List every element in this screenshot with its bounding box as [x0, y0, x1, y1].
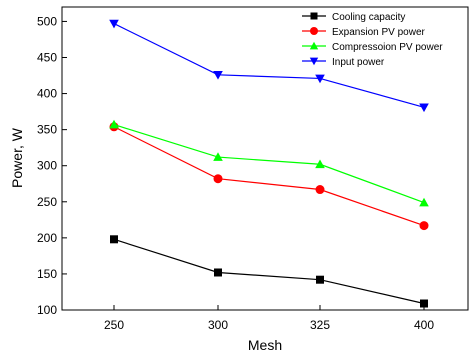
data-point — [419, 103, 429, 113]
data-point — [213, 152, 223, 161]
data-point — [315, 185, 325, 195]
y-tick-label: 300 — [37, 159, 57, 173]
y-tick-label: 450 — [37, 51, 57, 65]
x-axis: 250 300 325 400 — [104, 305, 434, 332]
data-point — [213, 174, 223, 184]
data-point — [110, 235, 118, 244]
data-point — [419, 197, 429, 207]
series-line — [113, 23, 425, 108]
legend-label: Cooling capacity — [332, 12, 405, 23]
y-tick-label: 350 — [37, 123, 57, 137]
y-axis-title: Power, W — [9, 127, 25, 188]
y-tick-label: 250 — [37, 195, 57, 209]
data-point — [109, 19, 119, 29]
data-point — [419, 221, 429, 231]
legend-marker — [309, 57, 319, 66]
x-tick-label: 250 — [104, 318, 124, 332]
data-point — [315, 159, 325, 169]
legend-marker — [310, 27, 318, 35]
legend-label: Expansion PV power — [332, 27, 426, 38]
data-point — [213, 70, 223, 80]
series-line — [113, 238, 425, 305]
x-tick-label: 400 — [414, 318, 434, 332]
legend-label: Compressoion PV power — [332, 42, 443, 53]
series-line — [113, 126, 425, 227]
series-line — [113, 124, 425, 204]
data-point — [109, 119, 119, 129]
data-point — [316, 275, 324, 284]
y-tick-label: 200 — [37, 231, 57, 245]
y-tick-label: 400 — [37, 87, 57, 101]
x-axis-title: Mesh — [248, 337, 282, 353]
y-tick-label: 500 — [37, 14, 57, 28]
series-lines — [109, 19, 429, 308]
data-point — [214, 268, 222, 277]
data-point — [420, 299, 428, 308]
legend-label: Input power — [332, 57, 385, 68]
data-point — [315, 74, 325, 84]
legend: Cooling capacity Expansion PV power Compre… — [302, 12, 443, 68]
x-tick-label: 300 — [208, 318, 228, 332]
y-tick-label: 100 — [37, 303, 57, 317]
y-tick-label: 150 — [37, 267, 57, 281]
legend-marker — [310, 12, 318, 20]
y-axis: 100 150 200 250 300 350 400 450 500 — [37, 14, 67, 317]
plot-area — [61, 6, 469, 311]
legend-marker — [309, 41, 319, 50]
x-tick-label: 325 — [310, 318, 330, 332]
